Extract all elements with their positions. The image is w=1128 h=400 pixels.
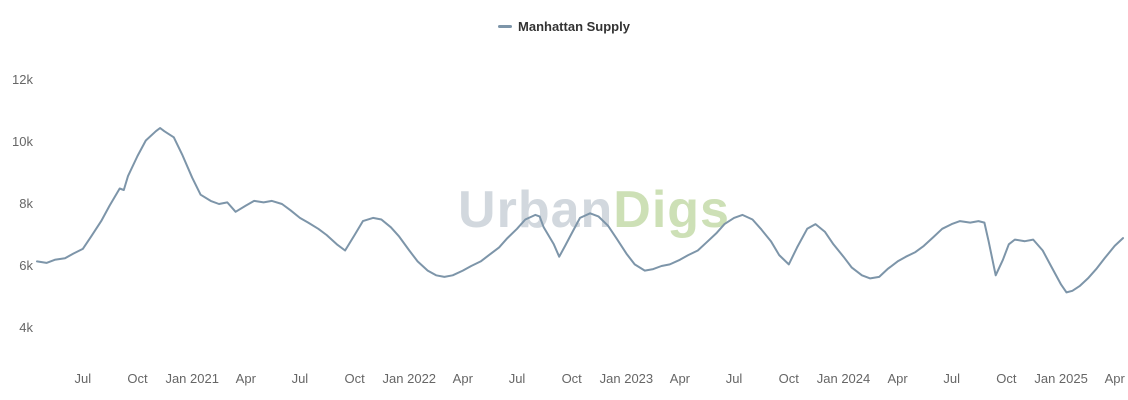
x-axis-labels: Jul Oct Jan 2021 Apr Jul Oct Jan 2022 Apr Jul Oct… bbox=[0, 371, 1128, 391]
x-axis-tick-label: Apr bbox=[452, 371, 473, 386]
x-axis-tick-label: Apr bbox=[669, 371, 691, 386]
x-axis-tick-label: Jul bbox=[74, 371, 92, 386]
x-axis-tick-label: Oct bbox=[127, 371, 148, 386]
y-axis-tick-label: 10k bbox=[12, 134, 33, 149]
x-axis-tick-label: Jul bbox=[725, 371, 743, 386]
x-axis-tick-label: Oct bbox=[778, 371, 799, 386]
x-axis-tick-label: Jan 2021 bbox=[165, 371, 219, 386]
x-axis-tick-label: Oct bbox=[996, 371, 1017, 386]
x-axis-tick-label: Jan 2023 bbox=[599, 371, 654, 386]
x-axis-tick-label: Jan 2025 bbox=[1034, 371, 1088, 386]
x-axis-tick-label: Jul bbox=[508, 371, 526, 386]
legend-line-marker bbox=[498, 25, 513, 28]
watermark-digs-text: Digs bbox=[613, 181, 730, 239]
x-axis-tick-label: Apr bbox=[1104, 371, 1125, 386]
y-axis-tick-label: 6k bbox=[19, 258, 33, 273]
watermark-urban-text: Urban bbox=[458, 181, 614, 239]
x-axis-tick-label: Jan 2024 bbox=[816, 371, 871, 386]
legend-label: Manhattan Supply bbox=[518, 19, 630, 34]
x-axis-tick-label: Apr bbox=[235, 371, 256, 386]
urbandigs-watermark: UrbanDigs bbox=[458, 180, 730, 240]
y-axis-labels: 12k 10k 8k 6k 4k bbox=[0, 0, 33, 400]
x-axis-tick-label: Jan 2022 bbox=[382, 371, 437, 386]
y-axis-tick-label: 4k bbox=[19, 320, 33, 335]
supply-line-series[interactable] bbox=[36, 127, 1124, 294]
y-axis-tick-label: 12k bbox=[12, 72, 33, 87]
x-axis-tick-label: Jul bbox=[291, 371, 309, 386]
legend[interactable]: Manhattan Supply bbox=[0, 19, 1128, 34]
y-axis-tick-label: 8k bbox=[19, 196, 33, 211]
x-axis-tick-label: Oct bbox=[561, 371, 582, 386]
x-axis-tick-label: Jul bbox=[943, 371, 960, 386]
x-axis-tick-label: Oct bbox=[344, 371, 365, 386]
x-axis-tick-label: Apr bbox=[887, 371, 908, 386]
